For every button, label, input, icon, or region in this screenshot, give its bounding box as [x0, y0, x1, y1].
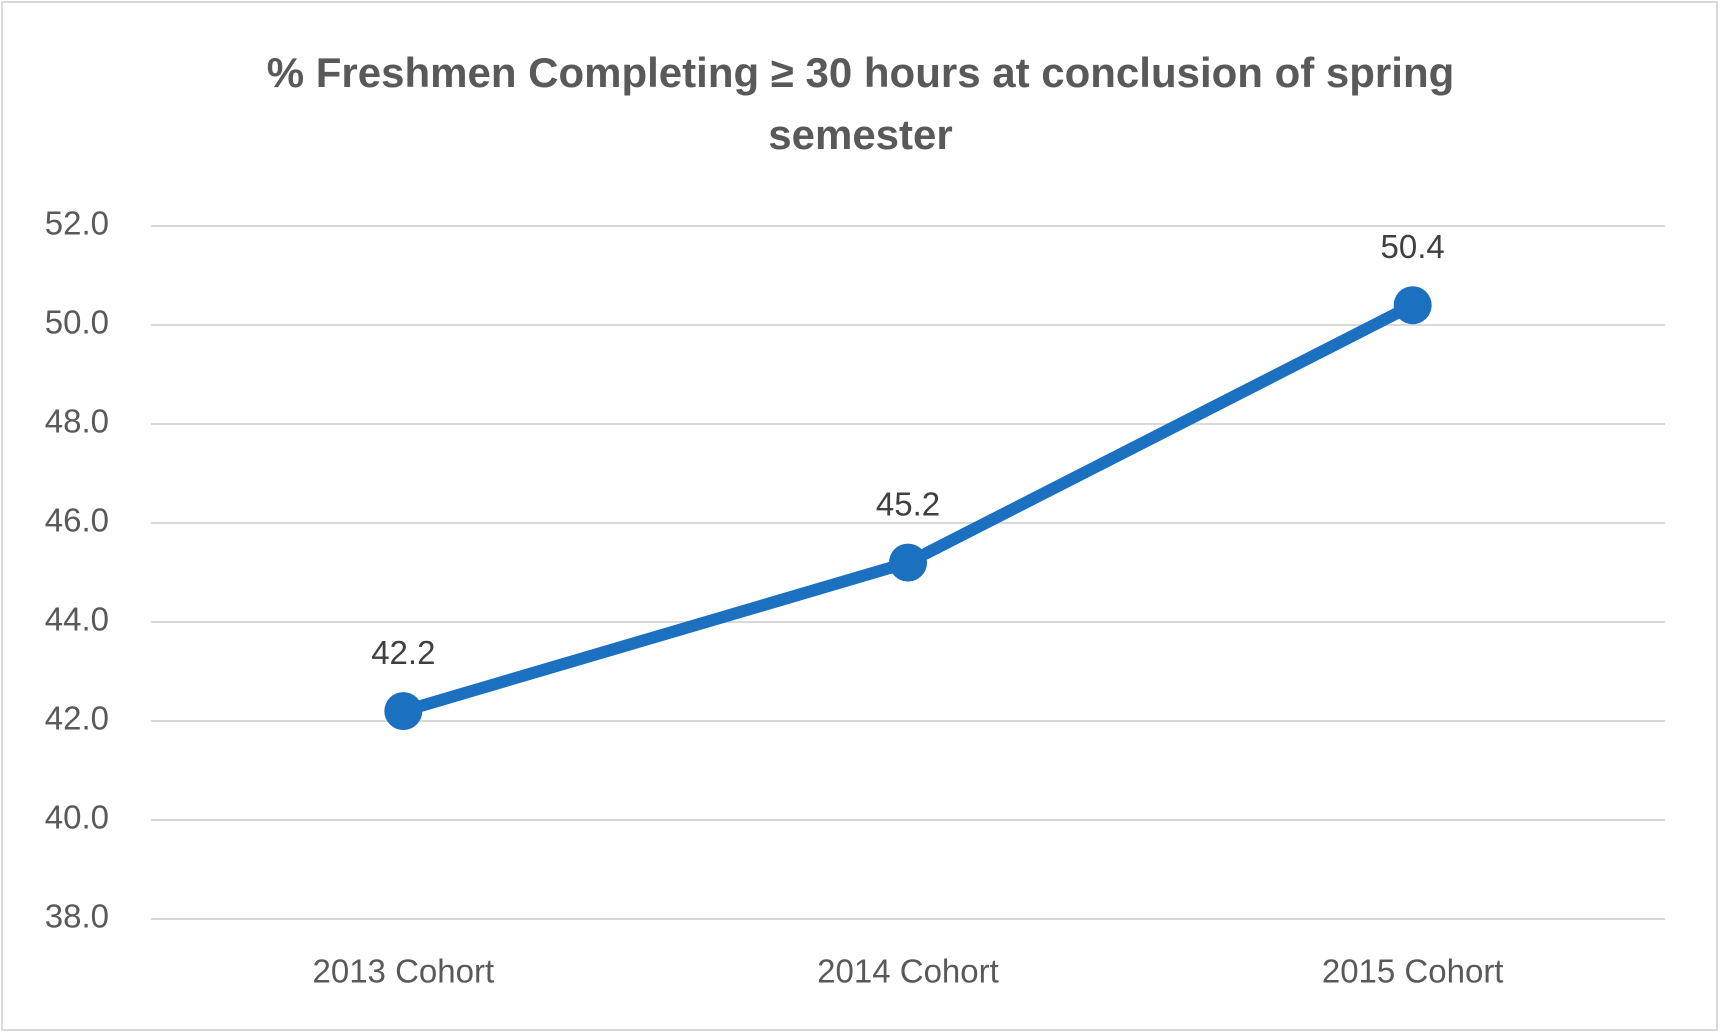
- x-tick-label: 2013 Cohort: [313, 953, 495, 990]
- y-tick-label: 46.0: [45, 502, 109, 539]
- marker: [384, 692, 423, 731]
- marker: [889, 543, 927, 582]
- y-tick-label: 42.0: [45, 700, 109, 737]
- chart-title: % Freshmen Completing ≥ 30 hours at conc…: [266, 49, 1455, 158]
- value-label: 42.2: [371, 634, 435, 671]
- value-label: 50.4: [1381, 228, 1445, 265]
- marker: [1393, 286, 1432, 325]
- y-tick-label: 50.0: [45, 304, 109, 341]
- x-tick-label: 2015 Cohort: [1322, 953, 1504, 990]
- y-tick-label: 40.0: [45, 799, 109, 836]
- y-tick-label: 48.0: [45, 403, 109, 440]
- value-label: 45.2: [876, 485, 940, 522]
- y-tick-label: 52.0: [45, 205, 109, 242]
- x-tick-label: 2014 Cohort: [817, 953, 999, 990]
- y-tick-label: 38.0: [45, 898, 109, 935]
- y-tick-label: 44.0: [45, 601, 109, 638]
